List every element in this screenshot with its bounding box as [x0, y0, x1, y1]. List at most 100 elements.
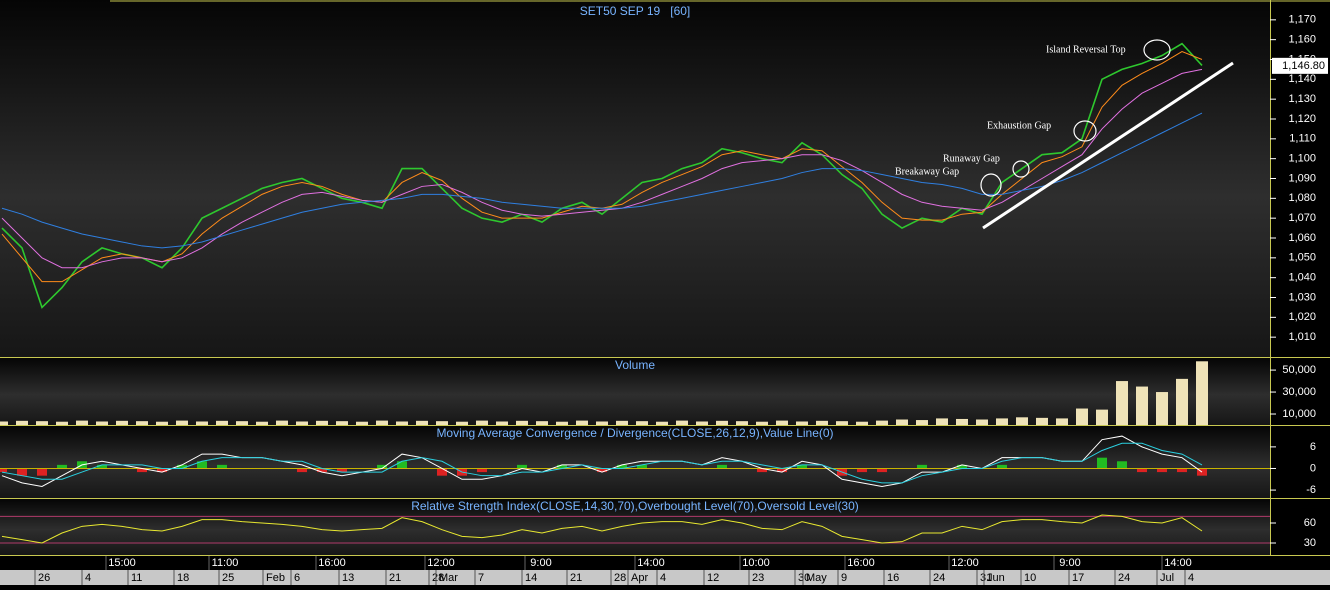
volume-bar [716, 420, 728, 425]
date-label: 11 [131, 572, 142, 584]
time-label: 12:00 [951, 557, 979, 569]
volume-bar [216, 420, 228, 425]
series-line [1, 514, 1203, 544]
date-label: 28 [614, 572, 626, 584]
y-tick-label: 1,100 [1288, 153, 1316, 165]
volume-bar [696, 421, 708, 425]
histogram-bar [1117, 461, 1127, 469]
volume-bar [456, 421, 468, 425]
histogram-bar [957, 464, 967, 469]
histogram-bar [197, 461, 207, 469]
volume-bar [656, 421, 668, 425]
series-line [1, 442, 1203, 484]
histogram-bar [217, 464, 227, 469]
date-label: 12 [707, 572, 719, 584]
histogram-bar [557, 464, 567, 469]
series-line [1, 42, 1203, 309]
volume-bar [1176, 378, 1188, 425]
histogram-bar [997, 464, 1007, 469]
trend-line [982, 61, 1234, 230]
y-tick-label: 0 [1310, 462, 1316, 474]
y-tick-label: 50,000 [1282, 364, 1316, 376]
panel-title: Relative Strength Index(CLOSE,14,30,70),… [411, 499, 859, 513]
volume-panel [0, 358, 1270, 425]
histogram-bar [757, 468, 767, 473]
volume-bar [916, 420, 928, 425]
date-label: 31 [980, 572, 992, 584]
histogram-bar [777, 468, 787, 473]
histogram-bar [17, 468, 27, 476]
macd-panel [0, 426, 1270, 498]
date-label: 28 [432, 572, 444, 584]
volume-bar [496, 421, 508, 425]
volume-bar [776, 420, 788, 425]
volume-bar [1016, 417, 1028, 425]
volume-bar [176, 420, 188, 425]
annotation: Breakaway Gap [895, 166, 959, 177]
volume-bar [36, 421, 48, 425]
y-tick-label: 1,020 [1288, 311, 1316, 323]
histogram-bar [637, 464, 647, 469]
histogram-bar [857, 468, 867, 473]
y-tick-label: 1,060 [1288, 232, 1316, 244]
histogram-bar [317, 468, 327, 473]
date-label: 24 [1118, 572, 1130, 584]
y-tick-label: 1,040 [1288, 272, 1316, 284]
y-tick-label: 1,080 [1288, 192, 1316, 204]
date-row [0, 570, 1330, 585]
gap-markers [980, 39, 1171, 197]
histogram-bar [337, 468, 347, 473]
volume-bar [236, 421, 248, 425]
volume-bar [756, 421, 768, 425]
volume-bar [616, 420, 628, 425]
histogram-bar [377, 464, 387, 469]
series-line [1, 112, 1203, 249]
date-label: 21 [389, 572, 401, 584]
date-label: 16 [887, 572, 899, 584]
time-label: 15:00 [108, 557, 136, 569]
date-label: 23 [752, 572, 764, 584]
volume-bar [1076, 408, 1088, 425]
date-label: 13 [342, 572, 354, 584]
date-label: 25 [222, 572, 234, 584]
y-tick-label: 60 [1304, 517, 1316, 529]
histogram-bar [797, 464, 807, 469]
date-label: May [806, 572, 827, 584]
volume-bar [56, 421, 68, 425]
y-tick-label: 1,110 [1289, 133, 1316, 145]
time-label: 16:00 [847, 557, 875, 569]
time-label: 14:00 [637, 557, 665, 569]
volume-bar [376, 420, 388, 425]
volume-bar [296, 421, 308, 425]
marker [1143, 39, 1171, 61]
volume-bar [116, 420, 128, 425]
histogram-bar [517, 464, 527, 469]
date-label: Jun [987, 572, 1005, 584]
volume-bar [1036, 417, 1048, 425]
y-tick-label: 1,010 [1288, 331, 1316, 343]
y-tick-label: 30 [1304, 537, 1316, 549]
rsi-panel [0, 499, 1270, 555]
volume-bar [796, 421, 808, 425]
y-tick-label: 1,140 [1288, 73, 1316, 85]
date-label: 9 [841, 572, 847, 584]
histogram-bar [0, 468, 7, 473]
panel-title: Moving Average Convergence / Divergence(… [436, 426, 833, 440]
time-label: 11:00 [212, 557, 239, 569]
date-label: 6 [294, 572, 300, 584]
volume-bar [16, 420, 28, 425]
histogram-bar [717, 464, 727, 469]
histogram-bar [1197, 468, 1207, 476]
last-price-label: 1,146.80 [1282, 60, 1325, 72]
volume-bar [676, 420, 688, 425]
marker [1073, 120, 1097, 142]
series-line [1, 68, 1203, 269]
volume-bar [1156, 392, 1168, 425]
time-label: 14:00 [1164, 557, 1192, 569]
marker [980, 173, 1002, 197]
volume-bar [356, 421, 368, 425]
volume-bar [436, 421, 448, 425]
y-tick-label: 30,000 [1282, 386, 1316, 398]
volume-bar [96, 421, 108, 425]
